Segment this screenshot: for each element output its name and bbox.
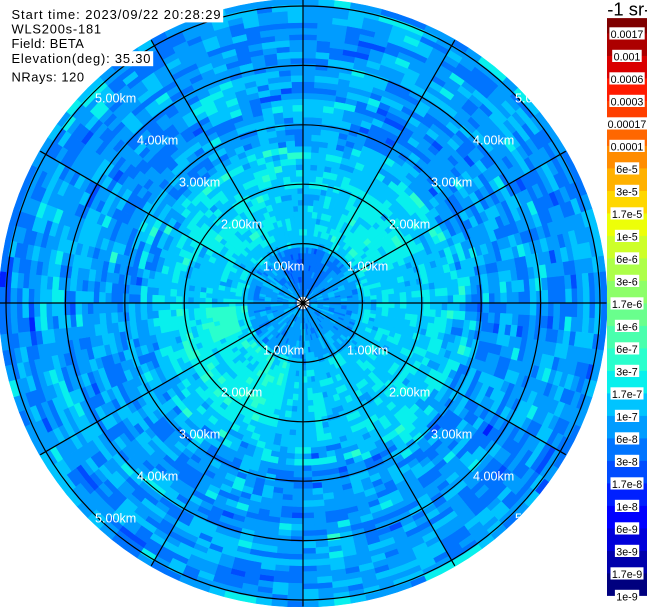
svg-text:Start time: 2023/09/22 20:28:2: Start time: 2023/09/22 20:28:29 [12,7,222,22]
svg-text:0.0001: 0.0001 [611,141,644,153]
svg-text:3e-9: 3e-9 [616,546,637,558]
svg-text:6e-5: 6e-5 [616,164,637,176]
svg-text:4.00km: 4.00km [473,134,514,148]
svg-text:0.0017: 0.0017 [611,29,644,41]
svg-text:-1 sr-1: -1 sr-1 [607,0,647,20]
svg-text:0.0003: 0.0003 [611,96,644,108]
svg-text:1e-9: 1e-9 [616,591,637,603]
svg-text:1.00km: 1.00km [347,260,388,274]
svg-text:6e-8: 6e-8 [616,434,637,446]
svg-text:2.00km: 2.00km [389,386,430,400]
svg-text:3e-6: 3e-6 [616,276,637,288]
svg-text:Field: BETA: Field: BETA [12,36,85,51]
svg-text:6e-7: 6e-7 [616,344,637,356]
svg-text:3e-8: 3e-8 [616,456,637,468]
svg-text:6e-6: 6e-6 [616,254,637,266]
svg-text:1e-5: 1e-5 [616,231,637,243]
svg-text:4.00km: 4.00km [473,470,514,484]
svg-text:1.00km: 1.00km [347,344,388,358]
svg-text:1.00km: 1.00km [263,344,304,358]
svg-text:WLS200s-181: WLS200s-181 [12,21,102,36]
svg-text:5.00km: 5.00km [95,512,136,526]
svg-text:1e-6: 1e-6 [616,321,637,333]
svg-text:2.00km: 2.00km [389,218,430,232]
svg-text:3.00km: 3.00km [179,176,220,190]
svg-text:1.00km: 1.00km [263,260,304,274]
svg-text:NRays: 120: NRays: 120 [12,70,85,85]
svg-text:5.00km: 5.00km [515,92,556,106]
svg-text:4.00km: 4.00km [137,134,178,148]
svg-text:2.00km: 2.00km [221,218,262,232]
svg-text:3e-7: 3e-7 [616,366,637,378]
svg-text:1.7e-8: 1.7e-8 [612,479,642,491]
svg-text:0.00017: 0.00017 [608,119,647,131]
svg-text:3.00km: 3.00km [431,176,472,190]
svg-text:2.00km: 2.00km [221,386,262,400]
svg-text:1.7e-7: 1.7e-7 [612,389,642,401]
svg-text:1e-8: 1e-8 [616,501,637,513]
svg-text:5.00km: 5.00km [95,92,136,106]
svg-text:3.00km: 3.00km [431,428,472,442]
svg-text:0.0006: 0.0006 [611,74,644,86]
svg-text:1.7e-6: 1.7e-6 [612,299,642,311]
svg-text:5.00km: 5.00km [515,512,556,526]
svg-text:1e-7: 1e-7 [616,411,637,423]
svg-text:0.001: 0.001 [614,51,641,63]
svg-text:4.00km: 4.00km [137,470,178,484]
svg-text:1.7e-9: 1.7e-9 [612,569,642,581]
svg-text:3e-5: 3e-5 [616,186,637,198]
svg-text:3.00km: 3.00km [179,428,220,442]
svg-text:6e-9: 6e-9 [616,524,637,536]
svg-text:1.7e-5: 1.7e-5 [612,209,642,221]
svg-text:Elevation(deg): 35.30: Elevation(deg): 35.30 [12,51,152,66]
